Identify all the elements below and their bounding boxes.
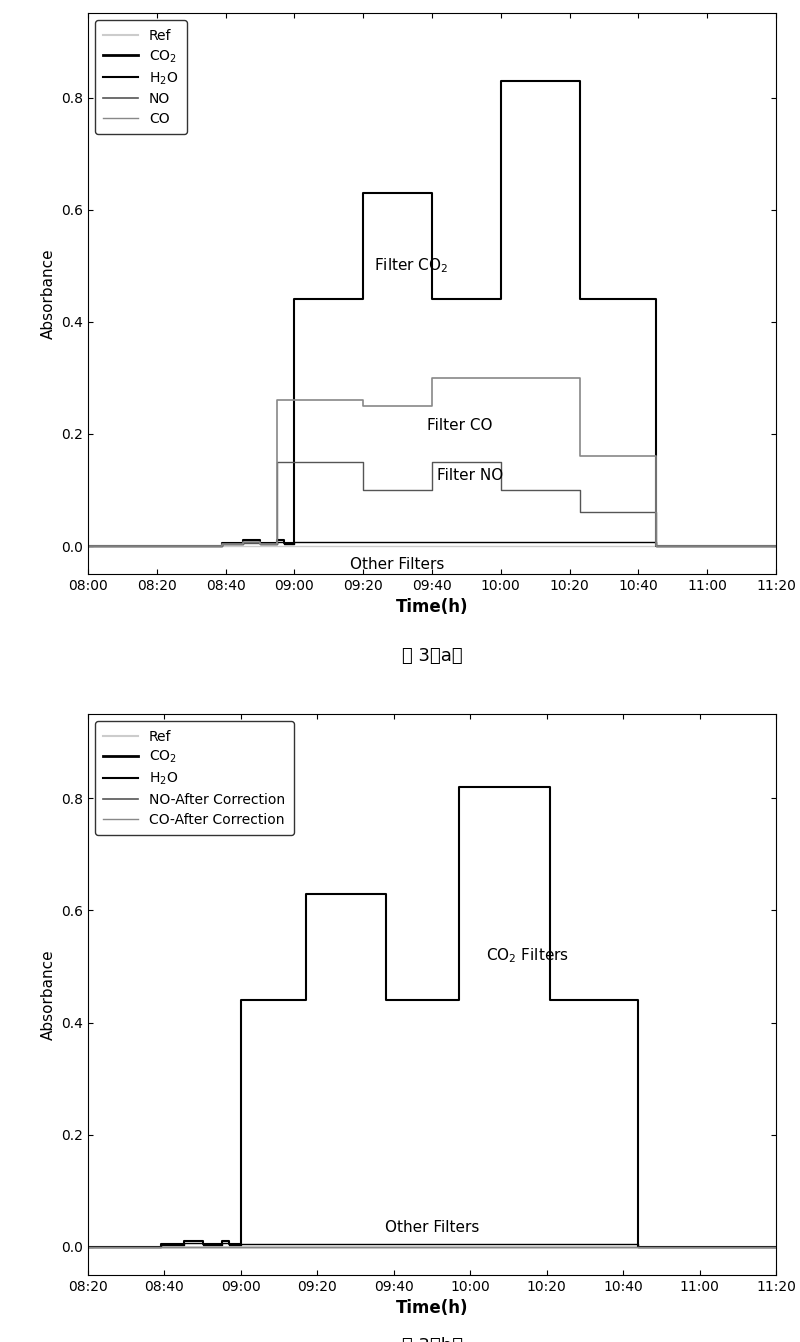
Text: Filter NO: Filter NO [437, 468, 503, 483]
X-axis label: Time(h): Time(h) [396, 599, 468, 616]
Y-axis label: Absorbance: Absorbance [41, 949, 55, 1040]
Y-axis label: Absorbance: Absorbance [41, 248, 55, 340]
X-axis label: Time(h): Time(h) [396, 1299, 468, 1318]
Text: 图 3（a）: 图 3（a） [402, 647, 462, 666]
Legend: Ref, CO$_2$, H$_2$O, NO-After Correction, CO-After Correction: Ref, CO$_2$, H$_2$O, NO-After Correction… [95, 721, 294, 835]
Text: Filter CO: Filter CO [426, 417, 492, 433]
Text: Other Filters: Other Filters [385, 1220, 479, 1235]
Legend: Ref, CO$_2$, H$_2$O, NO, CO: Ref, CO$_2$, H$_2$O, NO, CO [95, 20, 186, 134]
Text: Other Filters: Other Filters [350, 557, 445, 572]
Text: CO$_2$ Filters: CO$_2$ Filters [486, 946, 569, 965]
Text: 图 3（b）: 图 3（b） [402, 1337, 462, 1342]
Text: Filter CO$_2$: Filter CO$_2$ [374, 256, 449, 275]
